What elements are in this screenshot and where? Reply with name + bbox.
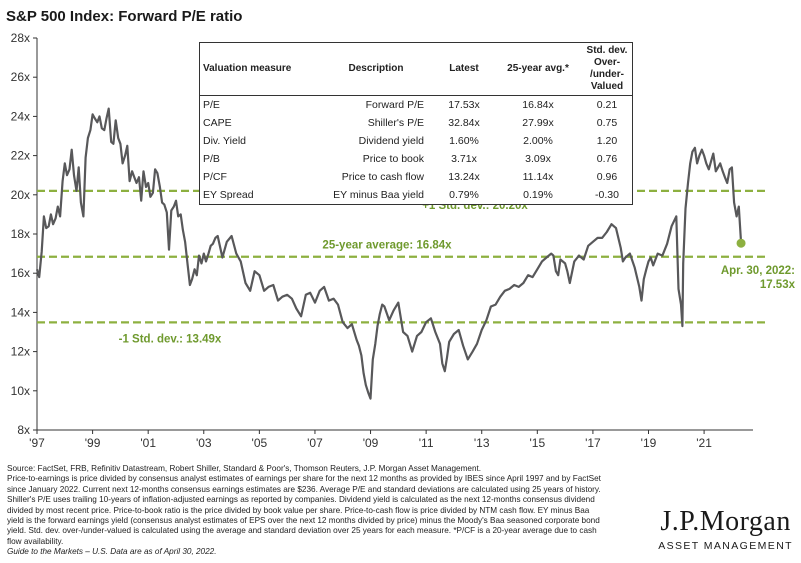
- table-cell: 0.75: [596, 117, 618, 129]
- reference-line-label: 25-year average: 16.84x: [322, 240, 452, 252]
- table-cell: Dividend yield: [358, 135, 424, 147]
- forward-pe-line: [35, 107, 743, 400]
- y-tick-label: 28x: [11, 31, 30, 45]
- table-cell: P/B: [203, 153, 220, 165]
- footnote-methodology: Price-to-earnings is price divided by co…: [7, 474, 604, 546]
- table-cell: EY Spread: [203, 189, 254, 201]
- footnote-data-date: Guide to the Markets – U.S. Data are as …: [7, 547, 217, 557]
- x-tick-label: '07: [307, 436, 323, 450]
- table-row: P/E Forward P/E 17.53x 16.84x 0.21: [200, 96, 632, 115]
- table-row: Div. Yield Dividend yield 1.60% 2.00% 1.20: [200, 132, 632, 150]
- y-tick-label: 22x: [11, 149, 30, 163]
- table-cell: 11.14x: [522, 171, 554, 183]
- table-cell: 0.79%: [449, 189, 479, 201]
- table-row: P/CF Price to cash flow 13.24x 11.14x 0.96: [200, 168, 632, 186]
- x-tick-label: '05: [252, 436, 268, 450]
- table-cell: 32.84x: [448, 117, 480, 129]
- table-cell: -0.30: [595, 189, 619, 201]
- table-cell: 13.24x: [448, 171, 480, 183]
- table-cell: 1.20: [596, 135, 618, 147]
- footnote-source: Source: FactSet, FRB, Refinitiv Datastre…: [7, 464, 482, 473]
- valuation-table: Valuation measure Description Latest 25-yea…: [199, 42, 633, 205]
- brand-subtitle: ASSET MANAGEMENT: [658, 540, 793, 552]
- y-tick-label: 16x: [11, 266, 30, 280]
- x-tick-label: '03: [196, 436, 212, 450]
- table-header: Latest: [434, 43, 494, 96]
- latest-point-marker: [736, 238, 746, 248]
- table-cell: P/CF: [203, 171, 227, 183]
- y-tick-label: 8x: [17, 423, 30, 437]
- x-tick-label: '15: [529, 436, 545, 450]
- table-cell: EY minus Baa yield: [333, 189, 424, 201]
- table-cell: Div. Yield: [203, 135, 246, 147]
- table-cell: 0.76: [596, 153, 618, 165]
- x-tick-label: '01: [140, 436, 156, 450]
- y-tick-label: 18x: [11, 227, 30, 241]
- table-cell: 0.21: [596, 99, 618, 111]
- table-cell: Forward P/E: [365, 99, 424, 111]
- y-tick-label: 10x: [11, 384, 30, 398]
- table-cell: 16.84x: [522, 99, 554, 111]
- latest-point-date-label: Apr. 30, 2022:: [721, 265, 795, 277]
- table-cell: Shiller's P/E: [367, 117, 424, 129]
- table-header: Valuation measure: [200, 43, 318, 96]
- y-tick-label: 20x: [11, 188, 30, 202]
- brand-name: J.P.Morgan: [660, 506, 791, 537]
- table-cell: 27.99x: [522, 117, 554, 129]
- footnote: Source: FactSet, FRB, Refinitiv Datastre…: [7, 464, 607, 558]
- table-row: EY Spread EY minus Baa yield 0.79% 0.19% -0.…: [200, 186, 632, 204]
- table-header: Description: [318, 43, 434, 96]
- table-cell: 17.53x: [448, 99, 480, 111]
- table-row: CAPE Shiller's P/E 32.84x 27.99x 0.75: [200, 114, 632, 132]
- x-tick-label: '13: [474, 436, 490, 450]
- y-tick-label: 12x: [11, 345, 30, 359]
- x-tick-label: '21: [696, 436, 712, 450]
- y-tick-label: 26x: [11, 70, 30, 84]
- table-cell: 0.96: [596, 171, 618, 183]
- table-cell: P/E: [203, 99, 220, 111]
- brand-logo: J.P.Morgan ASSET MANAGEMENT: [658, 506, 793, 552]
- table-cell: Price to cash flow: [341, 171, 424, 183]
- y-tick-label: 14x: [11, 305, 30, 319]
- table-header: 25-year avg.*: [494, 43, 582, 96]
- table-cell: 3.71x: [451, 153, 477, 165]
- x-tick-label: '99: [85, 436, 101, 450]
- table-cell: 2.00%: [523, 135, 553, 147]
- table-row: P/B Price to book 3.71x 3.09x 0.76: [200, 150, 632, 168]
- table-cell: 3.09x: [525, 153, 551, 165]
- table-cell: Price to book: [362, 153, 424, 165]
- x-tick-label: '09: [363, 436, 379, 450]
- table-cell: CAPE: [203, 117, 232, 129]
- reference-line-label: -1 Std. dev.: 13.49x: [119, 333, 222, 345]
- y-tick-label: 24x: [11, 109, 30, 123]
- chart-title: S&P 500 Index: Forward P/E ratio: [6, 8, 243, 25]
- x-tick-label: '17: [585, 436, 601, 450]
- table-cell: 0.19%: [523, 189, 553, 201]
- table-header: Std. dev. Over- /under-Valued: [582, 43, 632, 96]
- x-tick-label: '19: [641, 436, 657, 450]
- latest-point-value-label: 17.53x: [760, 279, 796, 291]
- table-cell: 1.60%: [449, 135, 479, 147]
- x-tick-label: '11: [419, 436, 434, 450]
- x-tick-label: '97: [29, 436, 45, 450]
